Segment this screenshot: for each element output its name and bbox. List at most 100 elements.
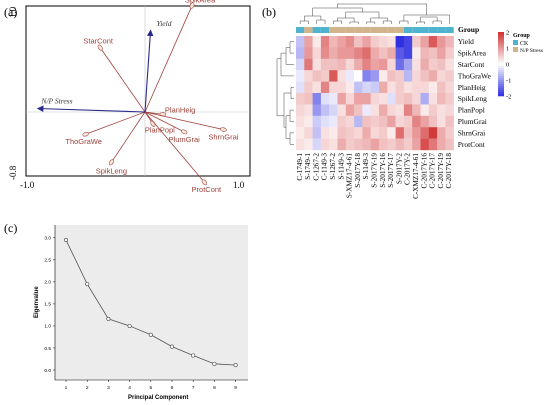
heatmap-cell xyxy=(445,93,454,105)
colorbar-segment xyxy=(498,90,504,93)
heatmap-cell xyxy=(445,138,454,151)
heatmap-cell xyxy=(379,93,388,105)
scree-point xyxy=(64,238,69,243)
pca-x-tick-left: -1.0 xyxy=(20,180,35,190)
heatmap-cell xyxy=(329,36,338,48)
heatmap-cell xyxy=(345,81,355,94)
colorbar-segment xyxy=(498,42,504,45)
scree-point xyxy=(233,363,238,368)
heatmap-cell xyxy=(329,115,338,128)
dendrogram-branch xyxy=(299,20,309,24)
heatmap-cell xyxy=(337,93,346,105)
heatmap-cell xyxy=(387,115,396,128)
heatmap-cell xyxy=(304,58,313,71)
heatmap-cell xyxy=(395,47,405,59)
colorbar-tick-label: 0 xyxy=(506,62,509,69)
column-label: C-1267-2 xyxy=(312,153,320,181)
legend-swatch-np xyxy=(513,47,518,52)
heatmap-cell xyxy=(403,36,413,48)
group-cell xyxy=(387,27,396,33)
scree-x-tick-label: 3 xyxy=(107,385,110,391)
group-cell xyxy=(403,27,413,33)
heatmap-cell xyxy=(354,104,363,116)
colorbar-segment xyxy=(498,62,504,65)
vector-label-protcont: ProtCont xyxy=(192,185,223,194)
pca-vectors: SpikArea StarCont ThoGraWe SpikLeng PlanHeig… xyxy=(36,0,239,194)
heatmap-cell xyxy=(395,81,405,94)
heatmap-cell xyxy=(329,47,338,59)
colorbar-tick-label: -1 xyxy=(506,78,511,85)
colorbar-segment xyxy=(498,50,504,53)
vector-head-protcont xyxy=(201,179,208,186)
heatmap-cell xyxy=(345,104,355,116)
vector-spikleng xyxy=(111,111,146,163)
column-dendrogram xyxy=(299,3,450,24)
heatmap-cell xyxy=(354,47,363,59)
heatmap-cell xyxy=(428,47,438,59)
heatmap-cell xyxy=(304,93,313,105)
heatmap-cell xyxy=(312,81,322,94)
heatmap-cell xyxy=(412,81,421,94)
scree-y-tick-label: 0.5 xyxy=(44,346,51,352)
heatmap-cell xyxy=(412,93,421,105)
heatmap-cell xyxy=(395,138,405,151)
color-scale-legend: 2 1 0 -1 -2 xyxy=(498,30,511,101)
colorbar-segment xyxy=(498,48,504,51)
column-label: C-2017Y-19 xyxy=(437,153,445,189)
scree-point xyxy=(212,361,217,366)
group-cell xyxy=(420,27,429,33)
heatmap-cell xyxy=(329,138,338,151)
heatmap-cell xyxy=(428,127,438,139)
heatmap-cell xyxy=(337,127,346,139)
heatmap-cell xyxy=(428,70,438,82)
colorbar-segment xyxy=(498,44,504,47)
legend-label-ck: CK xyxy=(520,41,529,47)
heatmap-cell xyxy=(370,115,380,128)
group-cell xyxy=(320,27,330,33)
scree-point xyxy=(127,323,132,328)
heatmap-cell xyxy=(312,58,322,71)
colorbar-segment xyxy=(498,32,504,35)
heatmap-cell xyxy=(420,47,429,59)
heatmap-cell xyxy=(445,47,454,59)
heatmap-cell xyxy=(437,58,446,71)
heatmap-cell xyxy=(362,104,371,116)
row-label-thograwe: ThoGraWe xyxy=(458,71,492,80)
vector-label-shrngrai: ShrnGrai xyxy=(208,133,238,142)
dendrogram-branch xyxy=(280,52,294,77)
heatmap-cell xyxy=(387,127,396,139)
heatmap-cell xyxy=(362,127,371,139)
heatmap-cell xyxy=(354,36,363,48)
heatmap-cell xyxy=(428,36,438,48)
heatmap-cell xyxy=(345,115,355,128)
colorbar-segment xyxy=(498,92,504,95)
heatmap-cell xyxy=(445,36,454,48)
heatmap-cell xyxy=(412,70,421,82)
row-label-plumgrai: PlumGrai xyxy=(458,117,487,126)
heatmap-cell xyxy=(403,104,413,116)
group-cell xyxy=(337,27,346,33)
heatmap-cell xyxy=(445,81,454,94)
vector-head-plumgrai xyxy=(181,129,188,135)
panel-label-a: (a) xyxy=(4,5,17,19)
group-cell xyxy=(412,27,421,33)
group-cell xyxy=(437,27,446,33)
heatmap-cell xyxy=(395,70,405,82)
pca-y-tick-top: 1.0 xyxy=(8,6,18,18)
heatmap-cell xyxy=(387,138,396,151)
heatmap-cell xyxy=(329,93,338,105)
vector-spikarea xyxy=(144,5,193,113)
row-label-shrngrai: ShrnGrai xyxy=(458,128,486,137)
colorbar-segment xyxy=(498,54,504,57)
dendrogram-branch xyxy=(403,14,450,24)
scree-plot: 0.0 0.5 1.0 1.5 2.0 2.5 3.0 1 2 3 4 5 6 7 8 9 Principal… xyxy=(34,225,248,401)
vector-label-thograwe: ThoGraWe xyxy=(65,137,102,146)
heatmap-cell xyxy=(379,36,388,48)
scree-x-tick-label: 4 xyxy=(128,385,131,391)
colorbar-segment xyxy=(498,84,504,87)
column-label: S-XMZ17-4-61 xyxy=(346,153,354,199)
heatmap-cell xyxy=(370,47,380,59)
heatmap-cell xyxy=(412,58,421,71)
heatmap-cell xyxy=(445,115,454,128)
heatmap-cell xyxy=(296,36,305,48)
